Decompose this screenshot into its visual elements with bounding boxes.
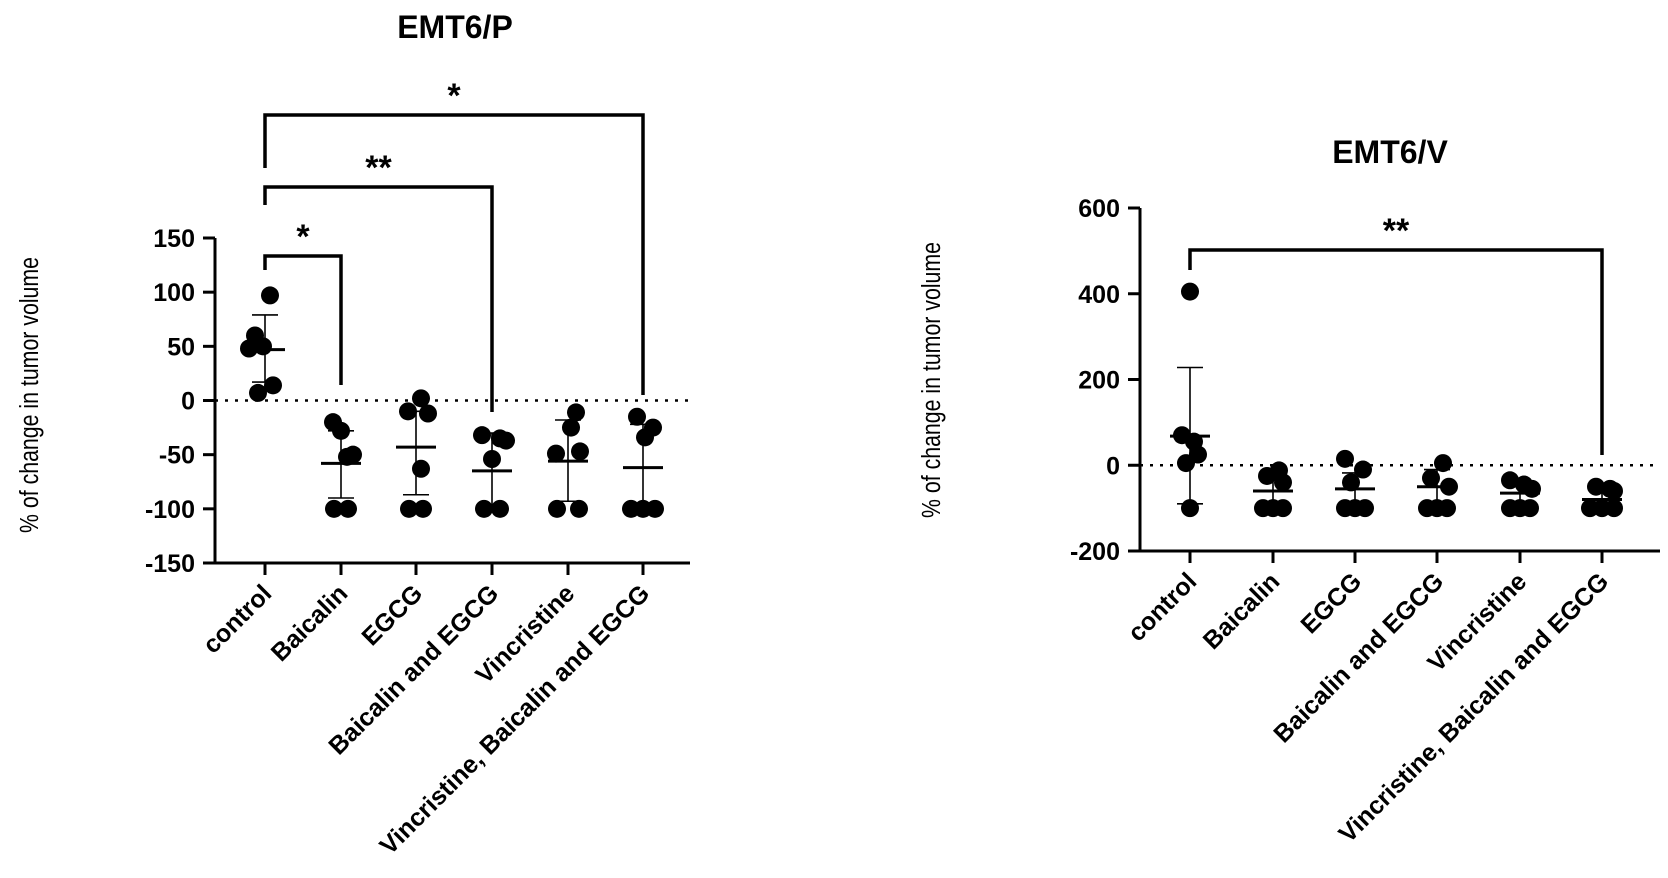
chart-title: EMT6/P [397, 9, 513, 45]
significance-label: * [296, 218, 310, 256]
data-point [1434, 454, 1452, 473]
data-point [1438, 499, 1456, 518]
y-tick-label: 0 [1106, 452, 1120, 480]
significance-bracket [1188, 248, 1604, 455]
significance-bracket [263, 185, 494, 412]
significance-label: * [447, 77, 461, 115]
data-point [1258, 466, 1276, 485]
data-point [1587, 477, 1605, 496]
data-point [261, 286, 279, 305]
significance-label: ** [1383, 212, 1410, 250]
data-point [547, 444, 565, 463]
y-tick-label: 600 [1078, 195, 1120, 223]
data-point [567, 403, 585, 422]
data-point [497, 431, 515, 450]
x-tick-label: control [1123, 567, 1203, 647]
data-point [491, 499, 509, 518]
data-point [400, 499, 418, 518]
data-point [1177, 454, 1195, 473]
x-tick-label: Vincristine, Baicalin and EGCG [374, 579, 655, 860]
data-point [264, 376, 282, 395]
data-point [1181, 282, 1199, 301]
data-point [1501, 471, 1519, 490]
data-point [412, 459, 430, 478]
data-point [1274, 499, 1292, 518]
y-tick-label: 50 [167, 333, 195, 361]
y-tick-label: 150 [153, 225, 195, 253]
y-tick-label: 0 [181, 388, 195, 416]
x-tick-label: EGCG [1295, 567, 1367, 639]
data-point [338, 447, 356, 466]
data-point [1521, 499, 1539, 518]
chart-title: EMT6/V [1332, 134, 1448, 170]
data-point [419, 404, 437, 423]
data-point [1523, 479, 1541, 498]
data-point [571, 442, 589, 461]
data-point [636, 428, 654, 447]
y-tick-label: 200 [1078, 367, 1120, 395]
y-axis-label: % of change in tumor volume [15, 257, 45, 533]
data-point [249, 383, 267, 402]
data-point [1605, 481, 1623, 500]
data-point [1356, 499, 1374, 518]
y-tick-label: 400 [1078, 281, 1120, 309]
data-point [1605, 499, 1623, 518]
data-point [399, 402, 417, 421]
y-axis-label: % of change in tumor volume [917, 242, 947, 518]
data-point [1342, 473, 1360, 492]
x-tick-label: EGCG [356, 579, 428, 651]
data-point [548, 499, 566, 518]
data-point [1422, 469, 1440, 488]
data-point [414, 499, 432, 518]
significance-bracket [263, 254, 343, 385]
y-tick-label: -50 [159, 442, 195, 470]
data-point [562, 418, 580, 437]
data-point [332, 421, 350, 440]
chart-panel-emt6-v: EMT6/V % of change in tumor volume 600 400 2… [917, 134, 1660, 848]
y-tick-label: -100 [145, 496, 195, 524]
x-tick-label: Baicalin [266, 579, 354, 667]
significance-bracket [263, 113, 645, 395]
data-point [1354, 460, 1372, 479]
chart-panel-emt6-p: EMT6/P % of change in tumor volume 150 100 5… [15, 9, 690, 860]
data-point [1274, 473, 1292, 492]
y-tick-label: -150 [145, 550, 195, 578]
data-point [412, 389, 430, 408]
significance-label: ** [365, 149, 392, 187]
data-point [339, 499, 357, 518]
data-point [475, 499, 493, 518]
data-point [1336, 449, 1354, 468]
y-tick-label: -200 [1070, 538, 1120, 566]
data-point [622, 499, 640, 518]
data-point [325, 499, 343, 518]
data-point [473, 426, 491, 445]
data-point [646, 499, 664, 518]
y-tick-label: 100 [153, 279, 195, 307]
data-point [1181, 499, 1199, 518]
x-tick-label: Baicalin [1198, 567, 1286, 655]
data-point [628, 407, 646, 426]
data-point [483, 450, 501, 468]
data-point [570, 499, 588, 518]
